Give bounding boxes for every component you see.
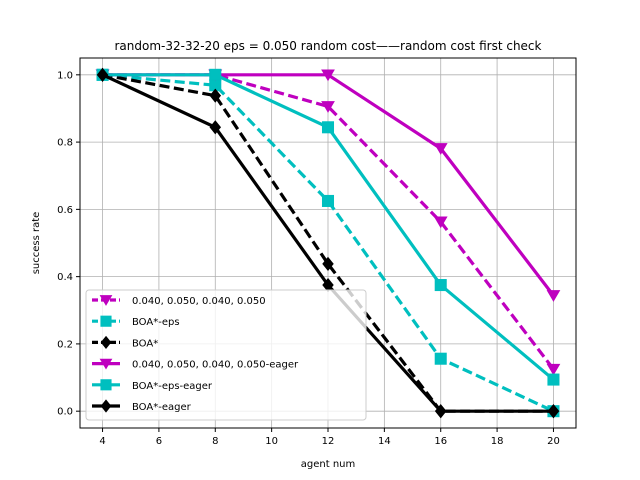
y-tick-label: 0.2 <box>57 339 73 350</box>
x-tick-label: 6 <box>156 436 162 447</box>
data-point <box>321 194 335 207</box>
data-point <box>209 88 222 103</box>
x-tick-label: 10 <box>265 436 278 447</box>
legend-marker <box>100 335 112 349</box>
data-point <box>96 67 109 82</box>
legend-label: BOA*-eps-eager <box>132 381 213 392</box>
x-tick-label: 16 <box>434 436 447 447</box>
axis-ticks: 4 6 8 10 12 14 16 18 20 0.0 0.2 0.4 0.6 0.8 1.0 <box>57 70 560 447</box>
legend-label: BOA*-eager <box>132 402 192 413</box>
series-6 <box>96 67 560 419</box>
data-point <box>434 352 447 365</box>
data-point <box>546 290 561 302</box>
x-tick-label: 8 <box>212 436 218 447</box>
data-point <box>547 404 560 419</box>
data-point <box>433 216 448 229</box>
x-axis-label: agent num <box>301 459 355 470</box>
data-point <box>433 143 448 155</box>
data-point <box>547 373 560 386</box>
legend-label: 0.040, 0.050, 0.040, 0.050 <box>132 296 266 307</box>
y-tick-label: 1.0 <box>57 70 73 81</box>
x-tick-label: 4 <box>99 436 105 447</box>
legend-marker <box>99 358 113 370</box>
legend-box <box>85 289 367 421</box>
y-axis-label: success rate <box>31 212 42 275</box>
chart-title: random-32-32-20 eps = 0.050 random cost—… <box>115 39 542 53</box>
x-tick-label: 12 <box>322 436 335 447</box>
series-line <box>102 73 555 413</box>
y-tick-label: 0.8 <box>57 138 73 149</box>
data-point <box>434 404 447 419</box>
legend-label: BOA*-eps <box>132 317 180 328</box>
legend-marker <box>99 295 113 306</box>
legend-label: BOA* <box>132 338 158 349</box>
legend-marker <box>100 399 112 413</box>
legend-marker <box>100 315 112 327</box>
x-tick-label: 18 <box>491 436 504 447</box>
y-tick-label: 0.4 <box>57 272 73 283</box>
x-tick-label: 20 <box>547 436 560 447</box>
data-point <box>322 256 334 271</box>
legend-marker <box>100 379 112 391</box>
y-tick-label: 0.0 <box>57 407 73 418</box>
data-point <box>321 69 335 82</box>
series-lines <box>95 67 561 419</box>
x-tick-label: 14 <box>378 436 391 447</box>
legend-label: 0.040, 0.050, 0.040, 0.050-eager <box>132 360 299 371</box>
y-tick-label: 0.6 <box>57 205 73 216</box>
legend: 0.040, 0.050, 0.040, 0.050 BOA*-eps BOA* 0.… <box>85 289 367 421</box>
data-point <box>434 279 447 292</box>
data-point <box>546 363 561 376</box>
data-point <box>209 68 222 81</box>
data-point <box>209 120 222 135</box>
data-point <box>321 121 335 134</box>
data-point <box>321 101 335 113</box>
